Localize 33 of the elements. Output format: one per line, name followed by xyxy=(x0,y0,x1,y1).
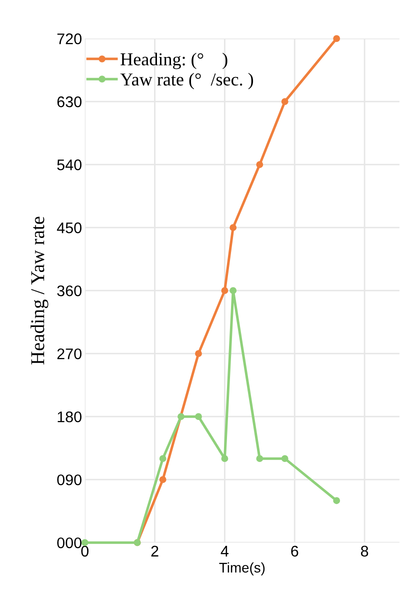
y-tick-label: 360 xyxy=(57,285,82,296)
y-tick-label: 540 xyxy=(57,159,82,170)
y-tick-label: 270 xyxy=(57,348,82,360)
point xyxy=(159,476,166,484)
point xyxy=(230,224,237,232)
point xyxy=(256,161,264,168)
x-tick-label: 0 xyxy=(81,546,89,557)
y-tick-label: 720 xyxy=(57,33,82,44)
y-tick-label: 450 xyxy=(56,222,82,234)
y-tick-label: 090 xyxy=(57,474,82,486)
point xyxy=(221,455,228,462)
point xyxy=(333,497,340,504)
x-tick-label: 6 xyxy=(291,546,298,557)
point xyxy=(221,287,228,294)
x-tick-label: 2 xyxy=(151,546,158,556)
x-tick-label: 8 xyxy=(360,546,368,557)
point xyxy=(230,287,237,294)
legend-label: Heading: (° ) xyxy=(120,52,228,70)
point xyxy=(256,455,264,462)
point xyxy=(333,35,340,42)
point xyxy=(178,413,184,420)
point xyxy=(195,413,202,420)
point xyxy=(159,455,166,462)
legend-label: Yaw rate (° /sec. ) xyxy=(120,72,254,90)
y-axis-title: Heading / Yaw rate xyxy=(30,216,48,365)
y-tick-label: 630 xyxy=(57,96,82,108)
point xyxy=(281,98,288,106)
y-tick-label: 000 xyxy=(57,537,82,548)
point xyxy=(195,350,202,358)
x-tick-label: 4 xyxy=(220,546,229,556)
point xyxy=(281,455,288,462)
y-tick-label: 180 xyxy=(58,411,82,422)
x-axis-title: Time(s) xyxy=(219,562,265,576)
